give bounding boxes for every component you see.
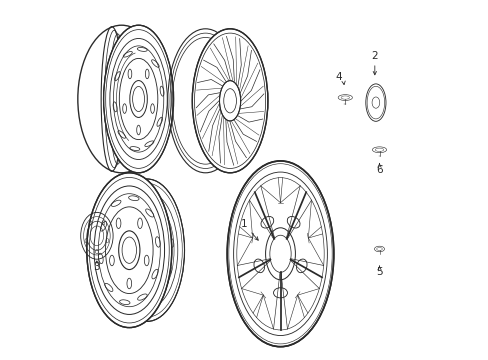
- Text: 2: 2: [371, 51, 377, 61]
- Ellipse shape: [109, 179, 184, 321]
- Text: 5: 5: [375, 267, 382, 277]
- Text: 6: 6: [375, 165, 382, 175]
- Ellipse shape: [227, 161, 333, 347]
- Ellipse shape: [87, 173, 171, 328]
- Ellipse shape: [103, 25, 173, 173]
- Text: 3: 3: [93, 262, 100, 272]
- Text: 4: 4: [335, 72, 342, 82]
- Ellipse shape: [192, 29, 267, 173]
- Text: 1: 1: [240, 219, 258, 240]
- Ellipse shape: [219, 81, 240, 121]
